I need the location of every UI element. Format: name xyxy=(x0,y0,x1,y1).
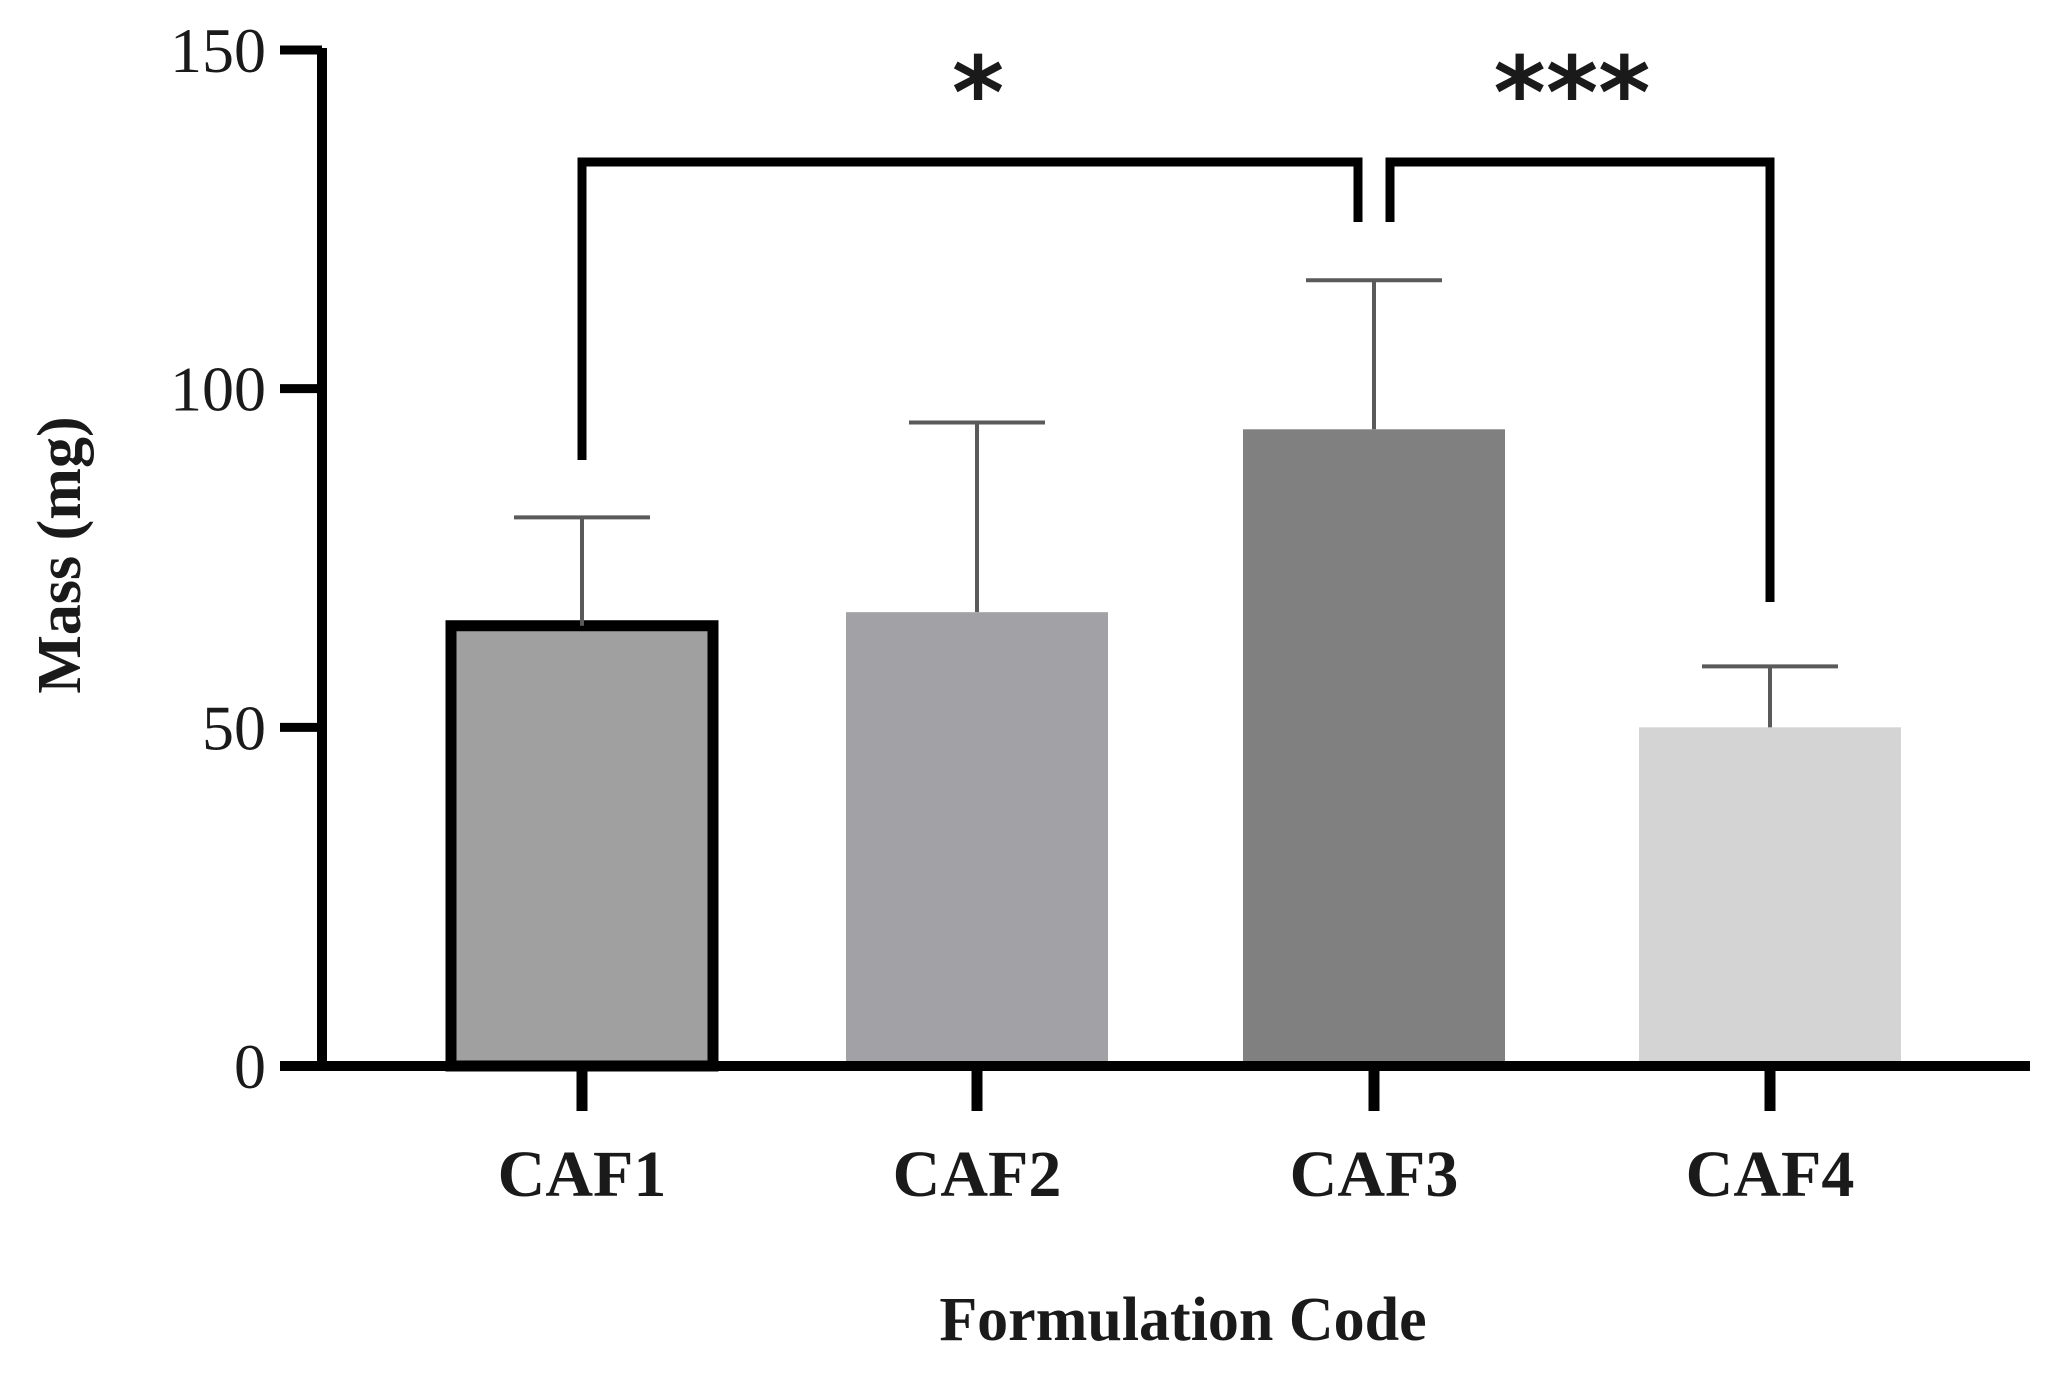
significance-bracket-2 xyxy=(1385,157,1775,602)
significance-label-1: * xyxy=(952,35,1004,152)
y-tick-label-0: 0 xyxy=(234,1031,266,1102)
bar-caf2 xyxy=(846,612,1108,1066)
bar-caf4 xyxy=(1639,727,1901,1066)
x-tick-label-caf1: CAF1 xyxy=(498,1138,667,1211)
error-bars-group xyxy=(514,278,1838,728)
bars-group xyxy=(445,429,1901,1072)
y-tick-label-100: 100 xyxy=(170,354,266,425)
ticks-group: 0 50 100 150 CAF1 CAF2 CAF3 CAF4 xyxy=(170,15,1854,1211)
x-tick-label-caf4: CAF4 xyxy=(1686,1138,1855,1211)
significance-label-2: *** xyxy=(1494,35,1651,152)
y-axis-title: Mass (mg) xyxy=(26,416,94,693)
bar-caf1 xyxy=(445,620,719,1072)
y-tick-label-150: 150 xyxy=(170,15,266,86)
bar-caf3 xyxy=(1243,429,1505,1067)
significance-bracket-1 xyxy=(577,157,1363,460)
x-tick-label-caf2: CAF2 xyxy=(893,1138,1062,1211)
x-tick-label-caf3: CAF3 xyxy=(1290,1138,1459,1211)
y-tick-label-50: 50 xyxy=(202,692,266,763)
significance-group: * *** xyxy=(577,35,1775,602)
x-axis-title: Formulation Code xyxy=(939,1286,1426,1354)
axes-group xyxy=(280,48,2030,1071)
